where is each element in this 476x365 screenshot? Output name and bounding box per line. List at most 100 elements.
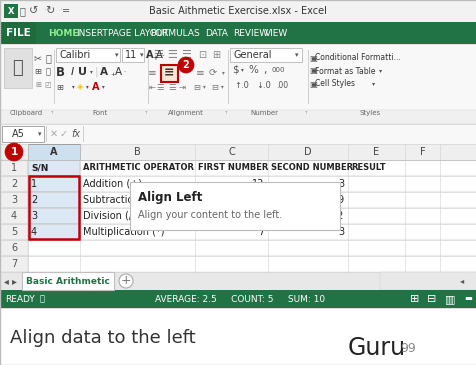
Text: REVIEW: REVIEW [232, 28, 268, 38]
Bar [4, 48, 32, 88]
Text: 99: 99 [399, 342, 415, 355]
Text: PAGE LAYOUT: PAGE LAYOUT [108, 28, 169, 38]
Bar [0, 240, 28, 256]
Bar [0, 208, 28, 224]
Bar [229, 48, 301, 62]
Text: ·: · [42, 7, 45, 15]
Text: ☰: ☰ [167, 50, 177, 60]
Text: X: X [8, 8, 14, 16]
Text: ⇤: ⇤ [148, 82, 155, 92]
Text: ▾: ▾ [90, 69, 92, 74]
Text: ◈: ◈ [77, 82, 83, 92]
Text: Alignment: Alignment [168, 110, 204, 116]
Text: 2: 2 [11, 179, 17, 189]
Text: 13: 13 [251, 179, 263, 189]
Text: ▸: ▸ [11, 276, 16, 286]
Text: A: A [156, 50, 162, 60]
Text: 1: 1 [10, 147, 18, 157]
Text: ▾: ▾ [203, 85, 205, 89]
Bar [4, 4, 18, 18]
Text: ▾: ▾ [72, 85, 75, 89]
Text: ▾: ▾ [295, 52, 298, 58]
Bar [148, 50, 149, 104]
Bar [0, 144, 476, 160]
Text: AVERAGE: 2.5     COUNT: 5     SUM: 10: AVERAGE: 2.5 COUNT: 5 SUM: 10 [155, 295, 325, 304]
Text: Align data to the left: Align data to the left [10, 329, 195, 347]
Text: RESULT: RESULT [350, 164, 385, 173]
Bar [22, 272, 114, 290]
Text: 🖊: 🖊 [45, 68, 50, 77]
Text: ☰: ☰ [156, 82, 163, 92]
Bar [28, 192, 80, 208]
Text: ꜛ: ꜛ [50, 110, 53, 116]
Text: ▾: ▾ [102, 85, 105, 89]
Text: ☰: ☰ [180, 50, 190, 60]
Text: +: + [152, 55, 158, 61]
Text: 3: 3 [337, 179, 343, 189]
Text: ☰: ☰ [168, 82, 175, 92]
Bar [0, 144, 28, 160]
Text: Subtraction (-): Subtraction (-) [83, 195, 154, 205]
Text: ▣: ▣ [308, 66, 316, 76]
Text: Cell Styles: Cell Styles [314, 80, 354, 88]
Text: 21: 21 [251, 195, 263, 205]
Text: VIEW: VIEW [265, 28, 288, 38]
Bar [0, 110, 476, 124]
Text: Basic Arithmetic: Basic Arithmetic [26, 277, 109, 285]
Bar [28, 208, 80, 224]
Text: ꜛ: ꜛ [144, 110, 147, 116]
Text: 🗋: 🗋 [45, 53, 51, 63]
Text: 3: 3 [337, 227, 343, 237]
Text: ⊞: ⊞ [56, 82, 63, 92]
Bar [0, 224, 476, 240]
Bar [0, 160, 28, 176]
Text: 🖩: 🖩 [40, 295, 45, 304]
Text: READY: READY [5, 295, 35, 304]
Text: ≡: ≡ [195, 68, 204, 78]
Text: 5: 5 [11, 227, 17, 237]
Bar [0, 208, 476, 224]
Text: Number: Number [249, 110, 278, 116]
Text: ⟳: ⟳ [208, 68, 217, 78]
Circle shape [178, 57, 194, 73]
Text: S/N: S/N [31, 164, 48, 173]
Text: .00: .00 [276, 81, 288, 89]
Text: fx: fx [71, 129, 80, 139]
Text: ⊞: ⊞ [409, 294, 419, 304]
Text: ⇥: ⇥ [178, 82, 185, 92]
Text: ↑.0: ↑.0 [234, 81, 248, 89]
Bar [28, 224, 80, 240]
Text: +: + [120, 274, 131, 288]
Text: FIRST NUMBER: FIRST NUMBER [198, 164, 268, 173]
Text: ☰: ☰ [153, 50, 163, 60]
Text: A: A [50, 147, 57, 157]
Bar [130, 182, 339, 230]
Text: ◰: ◰ [45, 82, 51, 88]
Bar [2, 126, 44, 142]
Text: 33: 33 [251, 211, 263, 221]
Bar [46, 126, 47, 142]
Text: ,: , [263, 65, 266, 75]
Text: ↓.0: ↓.0 [256, 81, 270, 89]
Text: ◂: ◂ [3, 276, 9, 286]
Text: 4: 4 [31, 227, 37, 237]
Text: ⊟: ⊟ [211, 82, 218, 92]
Text: ◂: ◂ [459, 277, 463, 285]
Text: ▾: ▾ [38, 131, 42, 137]
Text: SECOND NUMBER: SECOND NUMBER [270, 164, 352, 173]
Text: A: A [146, 50, 153, 60]
Bar [0, 44, 476, 124]
Bar [0, 308, 476, 365]
Text: ARITHMETIC OPERATOR: ARITHMETIC OPERATOR [83, 164, 194, 173]
Text: E: E [373, 147, 379, 157]
Text: 4: 4 [11, 211, 17, 221]
Text: 000: 000 [271, 67, 284, 73]
Text: ·: · [59, 7, 61, 15]
Text: ▾: ▾ [240, 68, 243, 73]
Bar [0, 192, 476, 208]
Text: ≡: ≡ [163, 66, 174, 80]
Text: 🖫: 🖫 [19, 6, 25, 16]
Text: ↻: ↻ [45, 6, 55, 16]
Text: Font: Font [92, 110, 108, 116]
Text: B: B [134, 147, 140, 157]
